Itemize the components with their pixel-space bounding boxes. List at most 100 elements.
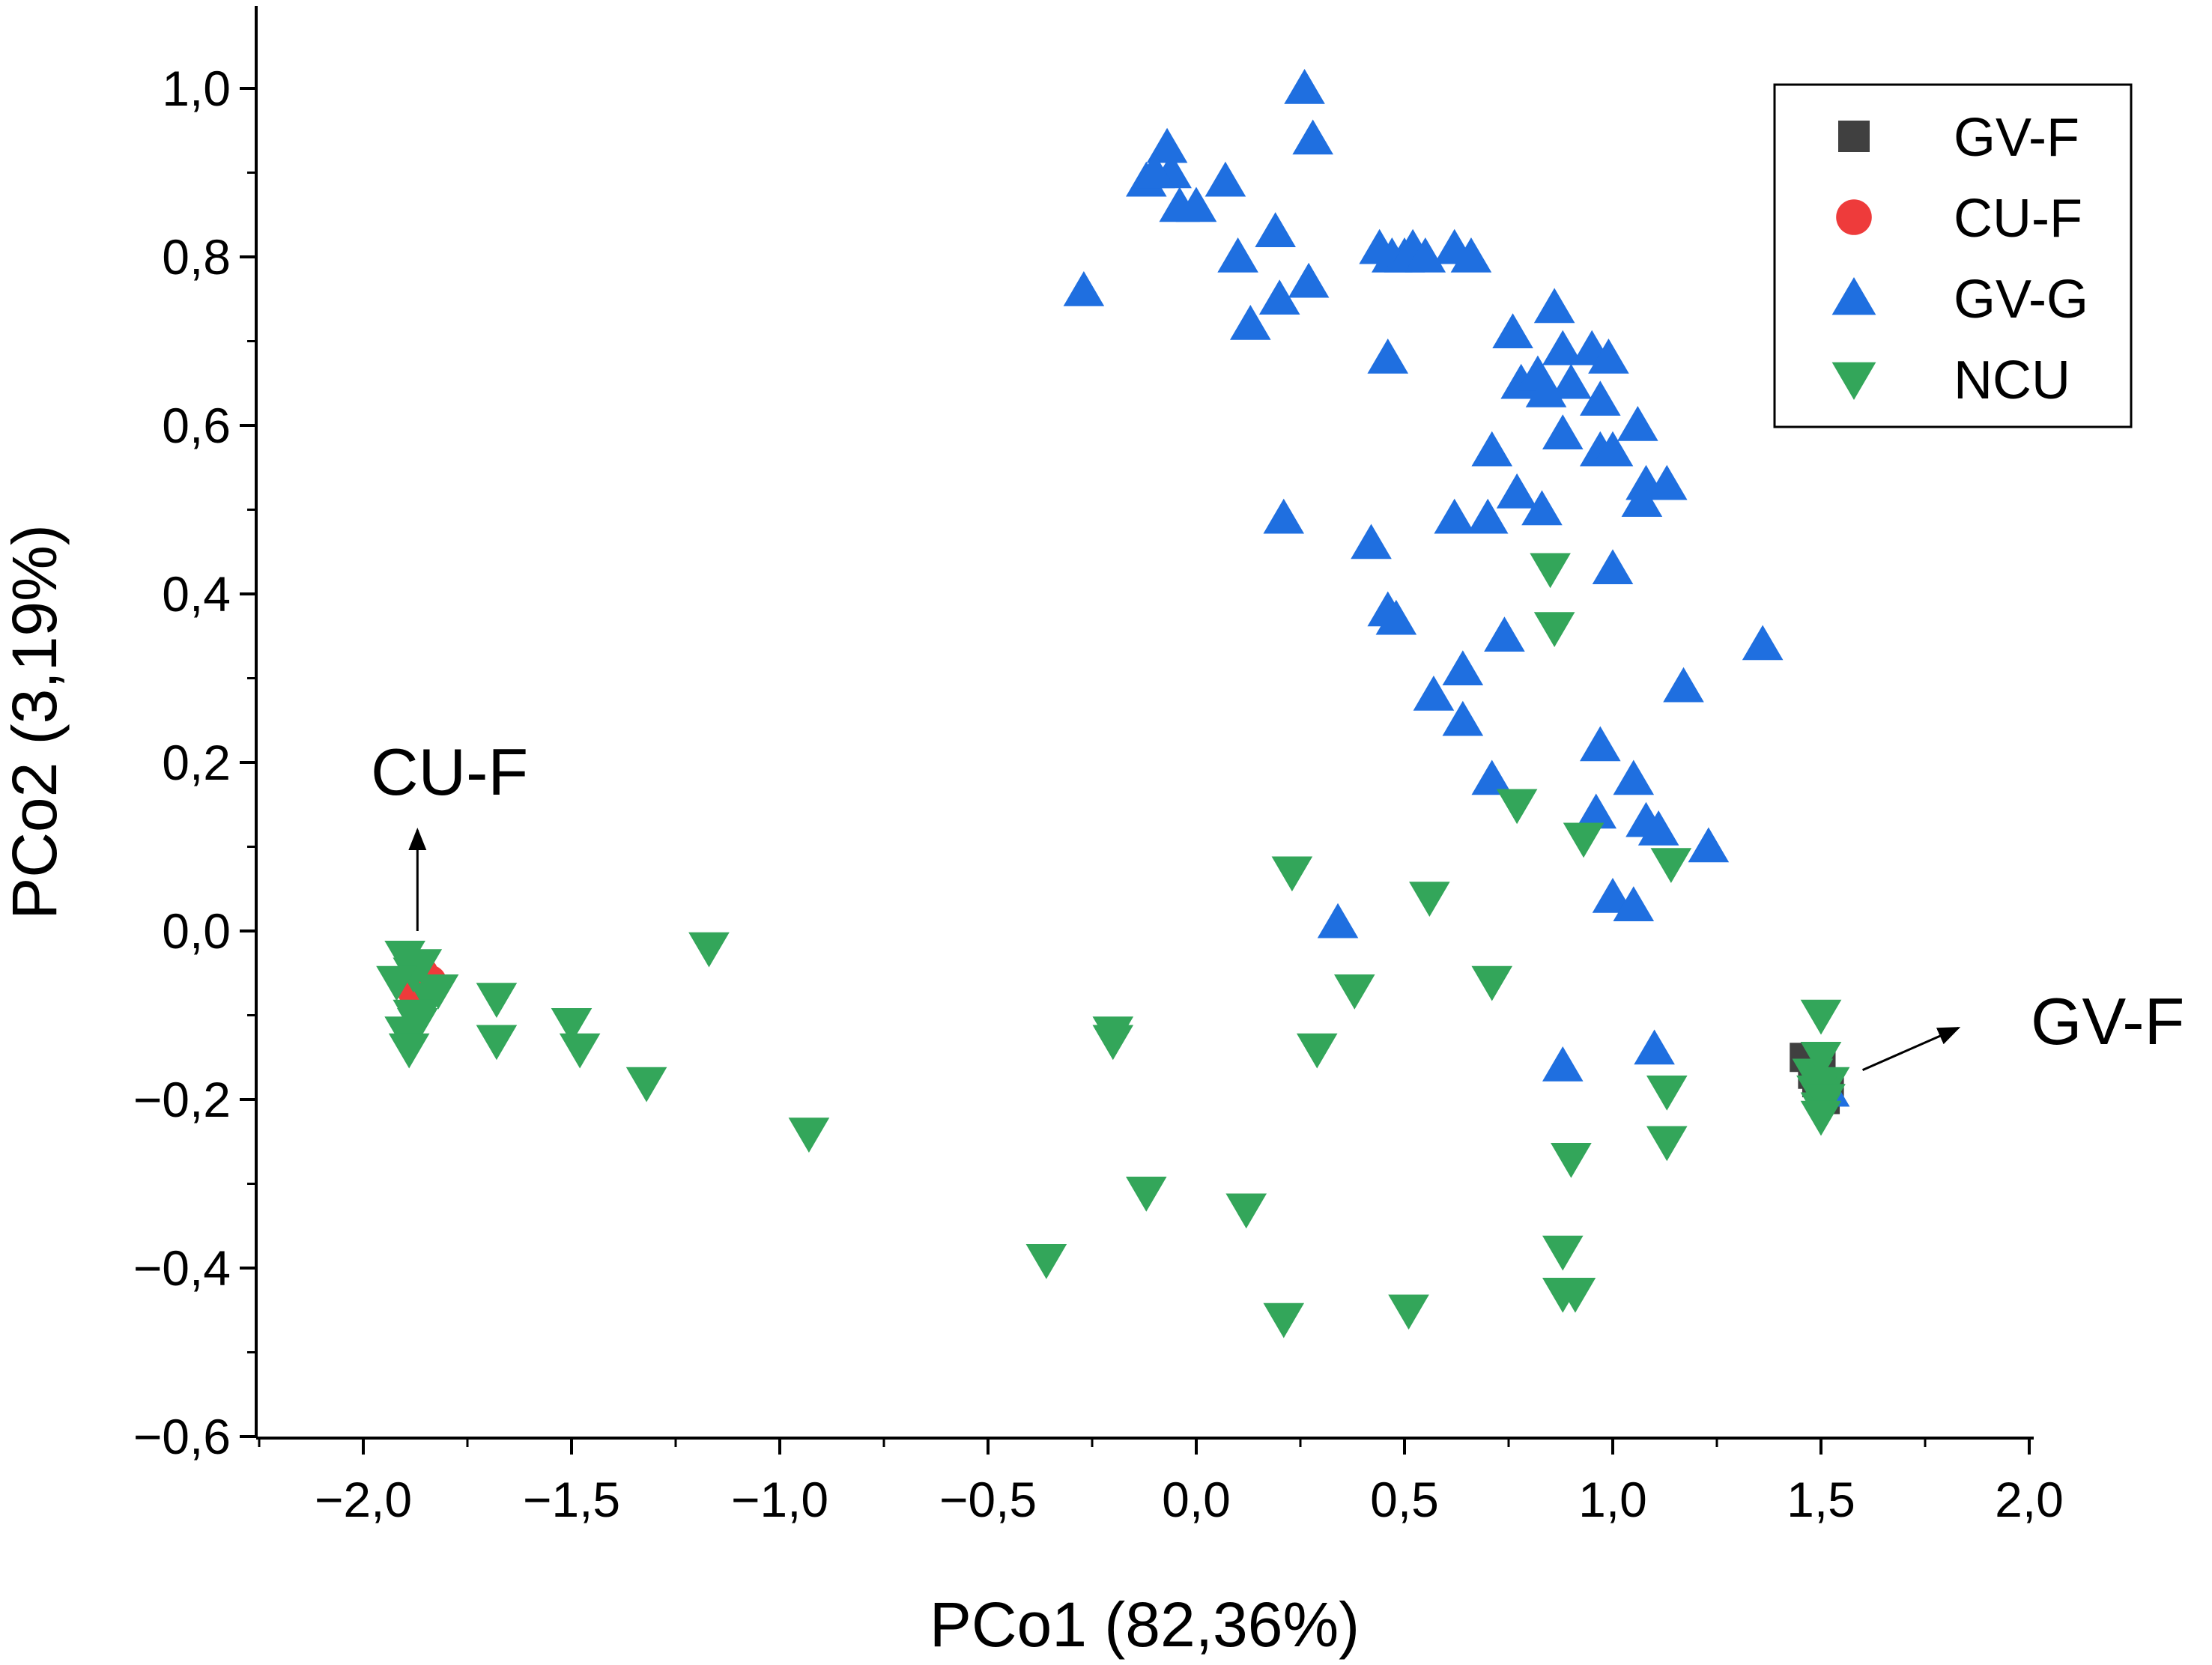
data-point-ncu [476,983,518,1018]
data-point-gv-g [1471,431,1513,467]
data-point-gv-g [1146,127,1188,163]
data-point-gv-g [1592,878,1634,913]
legend-label-gv-f: GV-F [1954,108,2079,168]
data-point-gv-g [1492,313,1533,349]
data-point-gv-g [1255,212,1296,248]
data-point-gv-g [1542,414,1584,450]
data-point-gv-g [1588,339,1629,374]
data-point-gv-g [1134,153,1175,189]
data-point-gv-g [1205,161,1246,197]
data-point-ncu [1333,974,1375,1010]
annotations: CU-F GV-F [371,735,2184,1071]
data-point-ncu [376,965,417,1001]
legend: GV-F CU-F GV-G NCU [1773,83,2133,428]
data-point-gv-g [1580,380,1621,416]
data-point-gv-g [1413,676,1455,711]
data-point-gv-g [1634,1029,1675,1065]
data-point-ncu [1542,1235,1584,1271]
x-tick-label: 1,0 [1578,1472,1647,1527]
data-point-ncu [1092,1025,1134,1061]
data-point-gv-g [1367,339,1409,374]
data-point-gv-g [1592,549,1634,585]
x-axis-title: PCo1 (82,36%) [930,1589,1360,1660]
data-point-gv-g [1434,498,1476,534]
data-point-ncu [1646,1075,1688,1111]
data-point-gv-g [1063,271,1105,306]
data-point-ncu [788,1117,830,1153]
x-tick-label: 0,0 [1162,1472,1231,1527]
legend-label-cu-f: CU-F [1954,189,2082,249]
data-point-gv-g [1317,903,1359,938]
data-point-gv-g [1284,69,1325,104]
x-tick-label: −1,5 [523,1472,620,1527]
data-point-gv-g [1621,482,1663,518]
y-ticks: −0,6 −0,4 −0,2 0,0 0,2 0,4 0,6 0,8 1,0 [133,61,256,1464]
data-point-ncu [1225,1193,1267,1229]
legend-marker-cu-f [1836,199,1872,235]
legend-box [1773,83,2133,428]
data-point-gv-g [1646,464,1688,500]
data-point-ncu [1551,1142,1592,1178]
cuf-annotation-label: CU-F [371,735,528,809]
y-tick-label: 0,2 [162,735,231,790]
y-tick-label: −0,6 [133,1409,231,1464]
data-point-gv-g [1637,810,1679,846]
data-point-ncu [1496,789,1538,825]
data-point-gv-g [1467,498,1509,534]
y-tick-label: 0,6 [162,398,231,453]
data-point-gv-g [1521,490,1563,526]
data-point-ncu [417,974,459,1010]
data-point-gv-g [1542,330,1584,366]
data-point-ncu [1650,848,1692,883]
data-point-gv-g [1292,119,1333,155]
x-tick-label: −2,0 [315,1472,412,1527]
x-tick-label: −0,5 [939,1472,1037,1527]
data-point-ncu [1800,1100,1842,1136]
data-point-gv-g [1471,759,1513,795]
data-point-gv-g [1484,616,1525,652]
data-point-gv-g [1496,473,1538,509]
data-point-gv-g [1375,599,1417,635]
gvf-annotation-arrow [1861,1027,1961,1071]
axes [255,6,2034,1440]
data-point-gv-g [1742,625,1784,661]
data-point-gv-g [1175,186,1217,222]
data-point-ncu [1542,1277,1584,1313]
y-tick-label: 0,4 [162,566,231,622]
data-point-gv-g [1613,759,1655,795]
series-gv-g [1063,69,1850,1107]
data-point-ncu [1646,1126,1688,1162]
data-point-gv-g [1288,262,1330,298]
y-tick-label: 0,0 [162,903,231,959]
y-axis-title: PCo2 (3,19%) [0,524,70,920]
data-point-gv-g [1613,886,1655,922]
data-point-ncu [625,1067,667,1103]
data-point-ncu [1800,1041,1842,1077]
data-point-gv-g [1442,700,1484,736]
data-point-ncu [1530,553,1571,589]
data-point-ncu [476,1025,518,1061]
x-ticks: −2,0 −1,5 −1,0 −0,5 0,0 0,5 1,0 1,5 2,0 [258,1438,2064,1527]
data-point-ncu [1296,1033,1338,1069]
data-point-ncu [1471,965,1513,1001]
x-tick-label: 2,0 [1995,1472,2064,1527]
legend-label-ncu: NCU [1954,351,2070,410]
x-tick-label: 0,5 [1370,1472,1439,1527]
data-point-ncu [1800,999,1842,1035]
data-point-gv-g [1663,667,1704,703]
data-point-gv-g [1617,406,1658,441]
legend-marker-gv-g [1831,277,1876,315]
data-point-ncu [1125,1176,1167,1212]
data-points [376,69,1850,1338]
data-point-ncu [559,1033,601,1069]
y-tick-label: −0,2 [133,1072,231,1127]
data-point-ncu [401,949,443,984]
data-point-ncu [1271,856,1313,892]
data-point-ncu [1388,1294,1429,1330]
data-point-gv-g [1542,1046,1584,1082]
legend-marker-gv-f [1838,121,1870,152]
y-tick-label: 0,8 [162,229,231,285]
data-point-gv-g [1551,363,1592,399]
data-point-ncu [1409,882,1450,917]
